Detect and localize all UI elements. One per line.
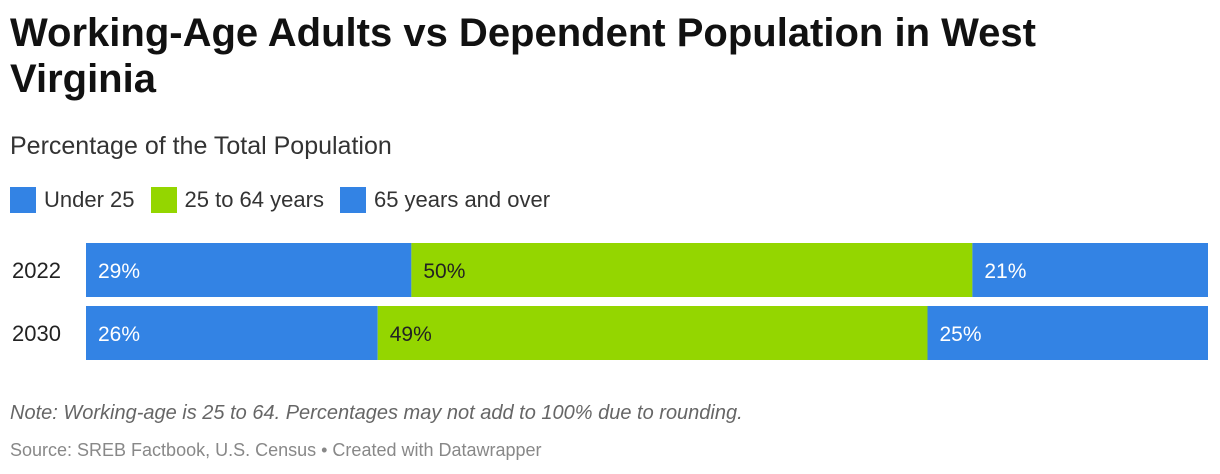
data-label-2030-2: 49%	[390, 323, 432, 346]
data-label-2022-1: 29%	[98, 260, 140, 283]
legend-swatch-25-to-64	[150, 187, 177, 213]
legend-label-65-and-over: 65 years and over	[373, 187, 551, 212]
legend-item-under-25: Under 25	[10, 186, 135, 214]
legend-swatch-65-and-over	[339, 187, 366, 213]
data-label-2022-3: 21%	[984, 260, 1026, 283]
chart-subtitle: Percentage of the Total Population	[10, 132, 392, 160]
legend-item-25-to-64: 25 to 64 years	[150, 186, 324, 214]
legend-swatch-under-25	[10, 187, 36, 213]
bar-segment-2030-3	[927, 306, 1208, 360]
stacked-bar-chart: 2022 29% 50% 21% 2030 26% 49% 25%	[12, 243, 1208, 360]
legend: Under 25 25 to 64 years 65 years and ove…	[10, 186, 566, 214]
chart-title: Working-Age Adults vs Dependent Populati…	[10, 11, 1036, 101]
chart-note: Note: Working-age is 25 to 64. Percentag…	[10, 402, 743, 424]
data-label-2022-2: 50%	[423, 260, 465, 283]
bar-segment-2022-2	[411, 243, 973, 297]
legend-item-65-and-over: 65 years and over	[339, 186, 551, 214]
data-label-2030-1: 26%	[98, 323, 140, 346]
bar-segment-2030-2	[377, 306, 928, 360]
legend-label-25-to-64: 25 to 64 years	[184, 187, 324, 212]
category-label-2022: 2022	[12, 258, 61, 283]
bar-segment-2022-3	[972, 243, 1208, 297]
data-label-2030-3: 25%	[940, 323, 982, 346]
category-label-2030: 2030	[12, 321, 61, 346]
bar-segment-2030-1	[86, 306, 378, 360]
legend-label-under-25: Under 25	[44, 187, 135, 212]
chart-source: Source: SREB Factbook, U.S. Census • Cre…	[10, 440, 542, 460]
bar-segment-2022-1	[86, 243, 412, 297]
